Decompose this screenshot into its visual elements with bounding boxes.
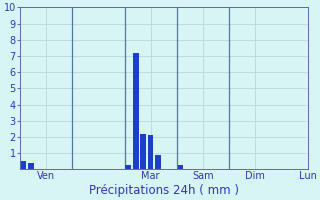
Bar bbox=[28, 163, 34, 169]
X-axis label: Précipitations 24h ( mm ): Précipitations 24h ( mm ) bbox=[89, 184, 239, 197]
Bar bbox=[133, 53, 139, 169]
Bar bbox=[140, 134, 146, 169]
Bar bbox=[21, 161, 27, 169]
Bar bbox=[148, 135, 154, 169]
Bar bbox=[178, 165, 183, 169]
Bar bbox=[155, 155, 161, 169]
Bar bbox=[125, 165, 131, 169]
